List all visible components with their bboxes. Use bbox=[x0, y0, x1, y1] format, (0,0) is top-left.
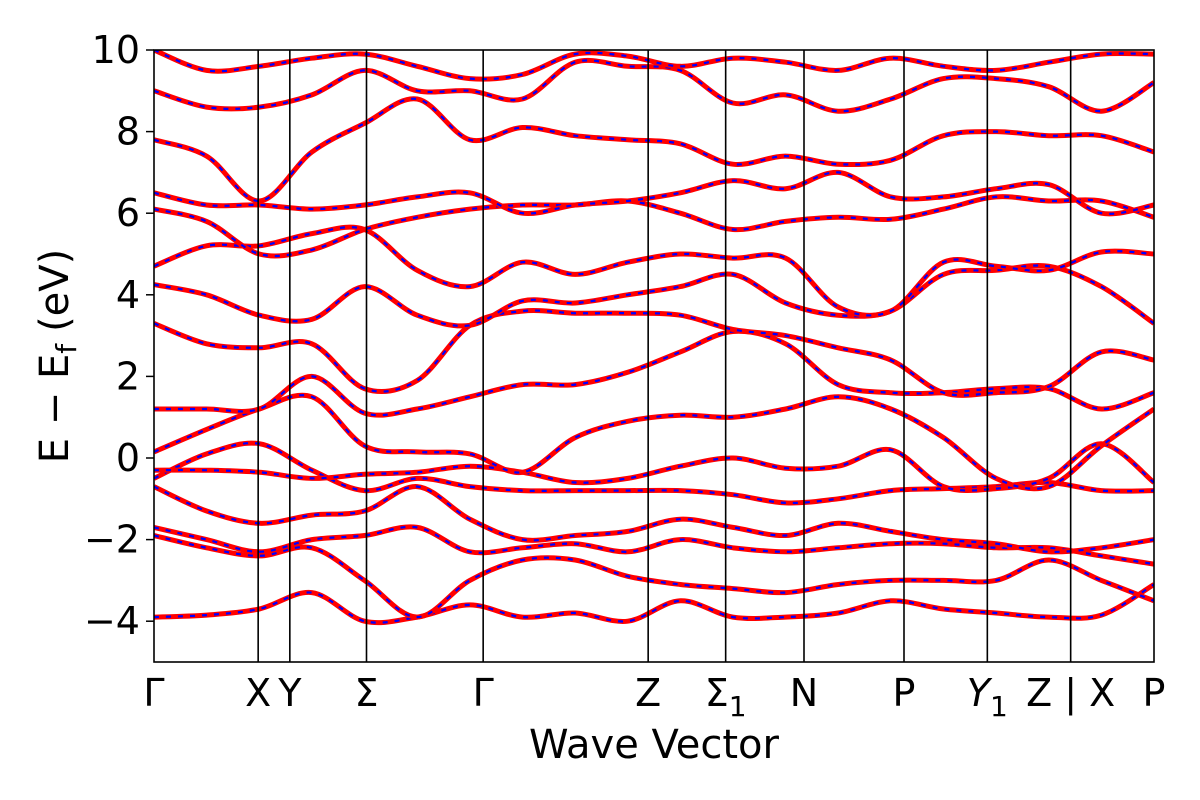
band-line-dashed bbox=[154, 394, 1154, 490]
x-tick-label: Y bbox=[277, 671, 302, 715]
x-tick-label: Σ bbox=[354, 671, 378, 715]
x-tick-label-subscript: 1 bbox=[729, 690, 747, 723]
high-symmetry-lines bbox=[257, 50, 1072, 662]
bands-group bbox=[154, 50, 1154, 626]
x-tick-label: Y1 bbox=[967, 671, 1008, 723]
band-line-dashed bbox=[154, 442, 1154, 505]
y-tick-label: 0 bbox=[116, 436, 140, 480]
band-line-dashed bbox=[154, 226, 1154, 317]
x-tick-label-main: P bbox=[1143, 671, 1166, 715]
x-tick-label: X bbox=[245, 671, 271, 715]
plot-frame bbox=[153, 49, 1155, 663]
band-line-dashed bbox=[154, 525, 1154, 566]
x-tick-label-subscript: 1 bbox=[990, 690, 1008, 723]
x-tick-label-main: Y bbox=[967, 671, 993, 715]
band-line-solid bbox=[154, 263, 1154, 329]
band-line-dashed bbox=[154, 59, 1154, 113]
band-line-dashed bbox=[154, 264, 1154, 328]
y-tick-label: −4 bbox=[84, 599, 140, 643]
y-axis-title-subscript: f bbox=[50, 343, 83, 354]
x-tick-label: Γ bbox=[143, 671, 164, 715]
x-tick-label-main: Z | X bbox=[1026, 671, 1115, 716]
x-axis-title: Wave Vector bbox=[529, 722, 780, 768]
band-line-solid bbox=[154, 441, 1154, 494]
band-line-solid bbox=[154, 96, 1154, 204]
band-line-dashed bbox=[154, 195, 1154, 258]
y-axis-title-unit: (eV) bbox=[32, 249, 78, 332]
y-tick-label: 6 bbox=[116, 191, 140, 235]
y-tick-label: 8 bbox=[116, 110, 140, 154]
y-axis-title: E − Ef (eV) bbox=[32, 249, 83, 464]
x-tick-label-main: X bbox=[245, 671, 271, 715]
x-tick-label: N bbox=[790, 671, 818, 715]
y-tick-label: 2 bbox=[116, 354, 140, 398]
x-tick-label-main: N bbox=[790, 671, 818, 715]
y-axis-ticks: −4 −2 0 2 4 6 8 10 bbox=[84, 28, 154, 643]
x-tick-label-main: Γ bbox=[143, 671, 164, 715]
x-tick-label: Z | X bbox=[1026, 671, 1115, 716]
x-tick-label-main: Σ bbox=[705, 671, 729, 715]
x-tick-label: Z bbox=[635, 671, 661, 715]
x-tick-label-main: Z bbox=[635, 671, 661, 715]
x-tick-label: Γ bbox=[473, 671, 494, 715]
x-tick-label: Σ1 bbox=[705, 671, 747, 723]
y-tick-label: 4 bbox=[116, 273, 140, 317]
x-tick-label: P bbox=[893, 671, 916, 715]
x-tick-label-main: Γ bbox=[473, 671, 494, 715]
band-line-dashed bbox=[154, 171, 1154, 215]
band-line-dashed bbox=[154, 485, 1154, 554]
band-line-solid bbox=[154, 582, 1154, 626]
x-tick-label: P bbox=[1143, 671, 1166, 715]
x-tick-label-main: Σ bbox=[354, 671, 378, 715]
x-tick-label-main: Y bbox=[277, 671, 302, 715]
band-line-dashed bbox=[154, 309, 1154, 397]
x-tick-label-main: P bbox=[893, 671, 916, 715]
band-line-dashed bbox=[154, 330, 1154, 417]
band-line-dashed bbox=[154, 50, 1154, 81]
y-axis-title-main: E − E bbox=[32, 354, 78, 464]
y-tick-label: −2 bbox=[84, 518, 140, 562]
y-tick-label: 10 bbox=[92, 28, 140, 72]
